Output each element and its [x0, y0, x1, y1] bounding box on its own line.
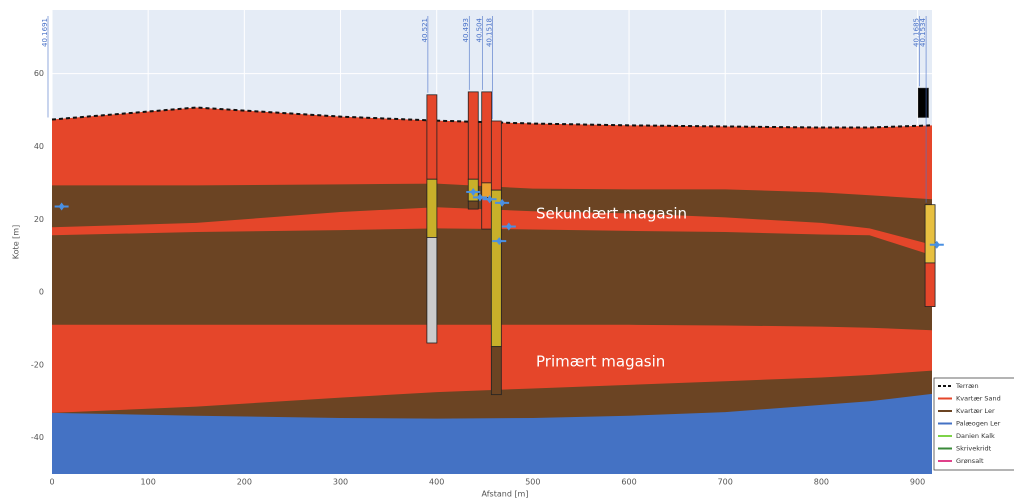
well-label: 40.504: [476, 17, 484, 42]
x-tick-label: 800: [814, 478, 829, 487]
x-tick-label: 900: [910, 478, 925, 487]
well-segment: [468, 201, 478, 209]
legend-label: Palæogen Ler: [956, 420, 1001, 428]
annotation: Sekundært magasin: [536, 205, 687, 223]
x-tick-label: 700: [718, 478, 733, 487]
legend-label: Danien Kalk: [956, 432, 995, 440]
x-tick-label: 500: [525, 478, 540, 487]
well-segment: [918, 88, 928, 117]
x-tick-label: 600: [621, 478, 636, 487]
y-tick-label: 0: [39, 288, 44, 297]
well-segment: [427, 95, 437, 179]
well-label: 40.521: [421, 18, 429, 43]
legend-label: Kvartær Sand: [956, 395, 1001, 403]
well-segment: [427, 179, 437, 237]
x-tick-label: 0: [49, 478, 54, 487]
well-label: 40.1518: [485, 18, 493, 47]
well-segment: [482, 183, 492, 198]
y-tick-label: 20: [34, 215, 44, 224]
well-segment: [491, 190, 501, 346]
annotation: Primært magasin: [536, 353, 665, 371]
legend-label: Kvartær Ler: [956, 407, 995, 415]
well-segment: [491, 347, 501, 395]
well-label: 40.493: [462, 18, 470, 43]
y-tick-label: 40: [34, 142, 44, 151]
well-label: 40.1691: [41, 18, 49, 47]
x-tick-label: 400: [429, 478, 444, 487]
well-segment: [427, 237, 437, 343]
chart: Afstand [m] Kote [m] 40.1691 40.521 40.493…: [0, 0, 1014, 502]
y-tick-label: 60: [34, 69, 44, 78]
x-axis-title: Afstand [m]: [482, 490, 529, 499]
legend-label: Terræn: [955, 382, 979, 390]
x-tick-label: 300: [333, 478, 348, 487]
legend-label: Skrivekridt: [956, 445, 992, 453]
x-tick-label: 200: [237, 478, 252, 487]
well-label: 40.1534: [919, 17, 927, 46]
well-segment: [482, 92, 492, 183]
well-segment: [925, 205, 935, 263]
x-tick-label: 100: [141, 478, 156, 487]
legend-label: Grønsalt: [956, 457, 984, 465]
y-tick-label: -40: [31, 433, 44, 442]
well-segment: [491, 121, 501, 190]
well-segment: [468, 92, 478, 179]
y-axis-title: Kote [m]: [12, 225, 21, 259]
well-segment: [925, 263, 935, 307]
y-tick-label: -20: [31, 360, 44, 369]
